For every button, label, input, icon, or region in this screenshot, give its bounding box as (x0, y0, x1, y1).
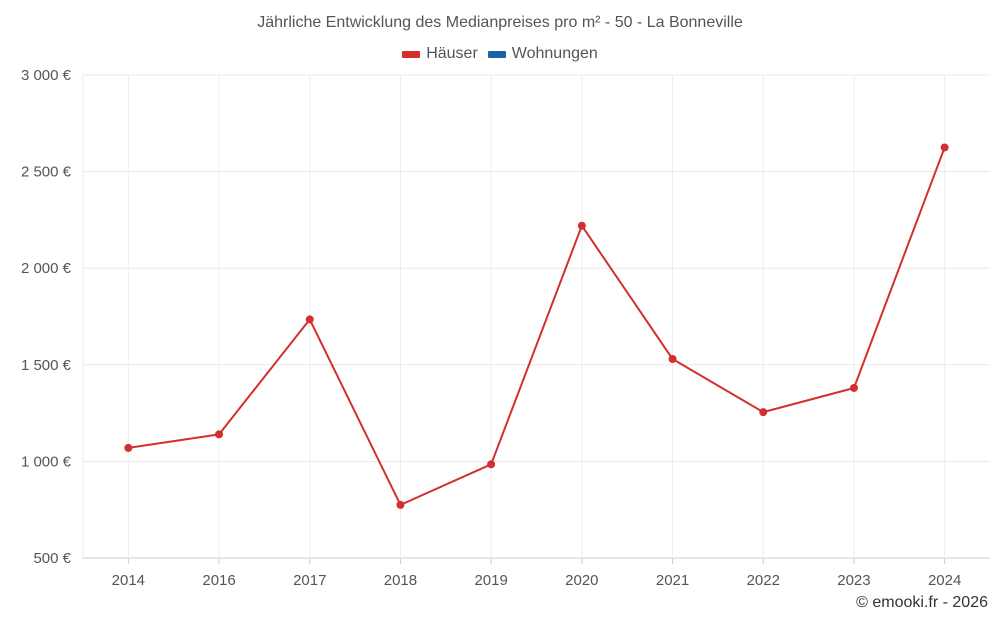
y-tick-label: 2 000 € (21, 260, 72, 277)
x-tick-label: 2017 (293, 572, 326, 589)
legend-label-haeuser: Häuser (426, 45, 478, 62)
data-point (487, 460, 496, 469)
series-line-haeuser (128, 147, 946, 506)
chart-title: Jährliche Entwicklung des Medianpreises … (257, 14, 743, 31)
data-point (849, 383, 858, 392)
y-tick-label: 3 000 € (21, 67, 72, 84)
y-tick-label: 1 000 € (21, 453, 72, 470)
x-tick-label: 2021 (656, 572, 689, 589)
legend-label-wohnungen: Wohnungen (511, 45, 598, 62)
credit-text: © emooki.fr - 2026 (856, 594, 988, 611)
data-point (305, 315, 314, 324)
x-tick-label: 2020 (565, 572, 598, 589)
legend: Häuser Wohnungen (0, 45, 1000, 63)
legend-item-haeuser[interactable]: Häuser (402, 45, 478, 63)
y-tick-label: 2 500 € (21, 164, 72, 181)
y-tick-label: 1 500 € (21, 357, 72, 374)
x-tick-label: 2023 (837, 572, 870, 589)
x-tick-label: 2024 (928, 572, 961, 589)
x-tick-label: 2019 (474, 572, 507, 589)
legend-swatch-haeuser (402, 50, 421, 58)
data-point (215, 430, 224, 439)
x-tick-label: 2014 (112, 572, 145, 589)
legend-item-wohnungen[interactable]: Wohnungen (487, 45, 598, 63)
legend-swatch-wohnungen (487, 50, 506, 58)
y-tick-label: 500 € (33, 550, 71, 567)
data-point (940, 143, 949, 152)
data-point (124, 443, 133, 452)
data-point (668, 355, 677, 364)
data-point (577, 221, 586, 230)
x-tick-label: 2018 (384, 572, 417, 589)
x-tick-label: 2022 (747, 572, 780, 589)
data-point (759, 408, 768, 417)
x-tick-label: 2016 (202, 572, 235, 589)
data-point (396, 500, 405, 509)
